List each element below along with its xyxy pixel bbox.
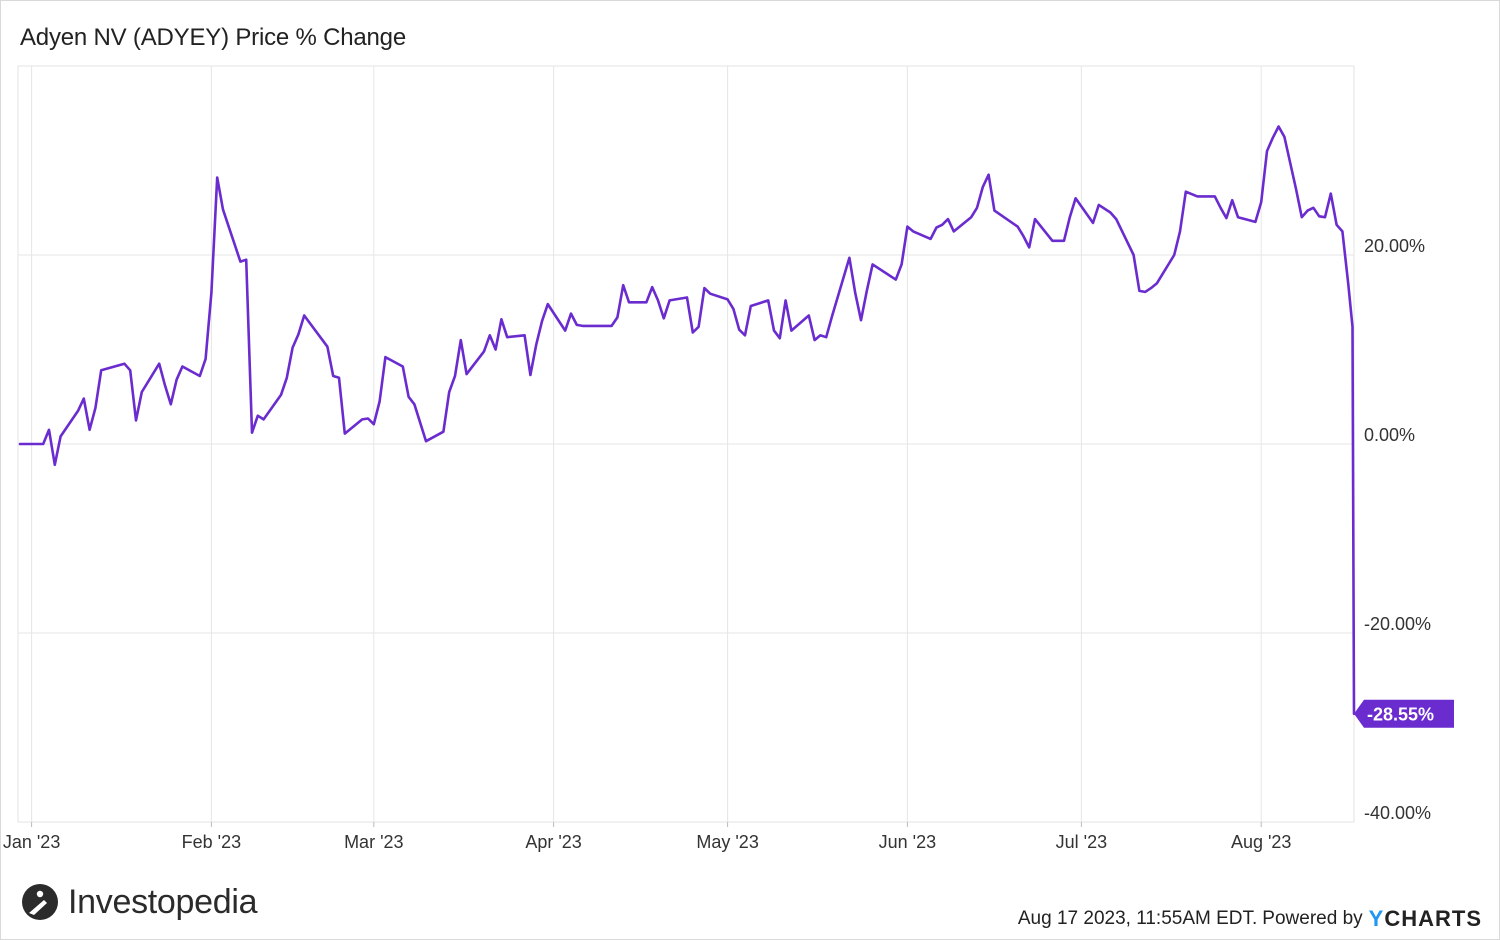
ycharts-logo[interactable]: YCHARTS [1369,906,1482,932]
x-tick-label: Feb '23 [182,832,241,852]
x-tick-label: Apr '23 [525,832,581,852]
end-value-label: -28.55% [1354,699,1454,728]
x-tick-label: Jul '23 [1056,832,1107,852]
investopedia-logo: Investopedia [20,882,258,922]
x-tick-label: Jan '23 [3,832,60,852]
x-tick-label: Mar '23 [344,832,403,852]
series-line [18,125,1356,716]
y-tick-label: 20.00% [1364,236,1425,256]
end-value-badge [1354,699,1454,728]
x-tick-label: Aug '23 [1231,832,1292,852]
x-tick-label: May '23 [696,832,758,852]
investopedia-wordmark: Investopedia [68,882,258,921]
ycharts-logo-rest: CHARTS [1384,906,1482,931]
x-axis: Jan '23 Feb '23 Mar '23 Apr '23 May '23 Jun '… [3,822,1292,852]
grid-lines [18,66,1354,822]
y-tick-label: -40.00% [1364,803,1431,823]
investopedia-logo-icon [22,884,58,920]
series-layer [18,125,1356,716]
y-axis: 20.00% 0.00% -20.00% -40.00% [1364,236,1431,823]
y-tick-label: 0.00% [1364,425,1415,445]
x-tick-label: Jun '23 [879,832,936,852]
ycharts-logo-y: Y [1368,906,1385,931]
timestamp-text: Aug 17 2023, 11:55AM EDT. [1017,908,1258,929]
y-tick-label: -20.00% [1364,614,1431,634]
powered-by-text: Powered by [1262,908,1363,929]
end-value-text: -28.55% [1367,704,1434,724]
footer-attribution: Aug 17 2023, 11:55AM EDT. Powered by YCH… [1018,906,1482,932]
chart-title: Adyen NV (ADYEY) Price % Change [20,24,406,51]
